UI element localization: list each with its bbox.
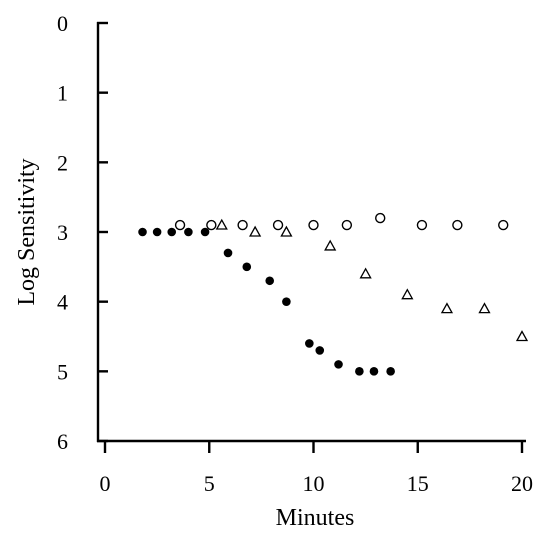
data-point-open-circle — [375, 212, 386, 224]
data-point-open-circle — [174, 219, 186, 231]
y-axis-title: Log Sensitivity — [14, 158, 40, 305]
data-point-filled-circle — [305, 339, 314, 348]
data-point-filled-circle — [355, 367, 364, 376]
data-point-open-circle — [206, 219, 217, 231]
data-points — [138, 212, 529, 376]
data-point-open-circle — [272, 219, 284, 231]
data-point-open-circle — [308, 219, 319, 231]
x-tick-label: 5 — [204, 471, 215, 496]
x-axis-title: Minutes — [276, 505, 355, 531]
data-point-filled-circle — [265, 276, 275, 286]
x-tick-label: 10 — [303, 471, 325, 496]
data-point-filled-circle — [386, 367, 395, 376]
y-tick-label: 5 — [57, 359, 68, 384]
data-point-open-triangle — [324, 239, 337, 251]
data-point-filled-circle — [138, 227, 147, 237]
x-tick-label: 20 — [511, 471, 533, 496]
data-point-filled-circle — [200, 227, 210, 237]
y-tick-label: 2 — [57, 150, 68, 175]
data-point-open-circle — [498, 219, 509, 231]
data-point-filled-circle — [334, 360, 343, 369]
y-tick-label: 0 — [57, 11, 68, 36]
x-tick-label: 15 — [407, 471, 429, 496]
y-tick-label: 1 — [57, 81, 68, 106]
data-point-filled-circle — [315, 346, 325, 355]
data-point-open-circle — [452, 219, 463, 231]
data-point-filled-circle — [369, 367, 379, 376]
data-point-open-triangle — [280, 225, 293, 237]
data-point-open-triangle — [401, 288, 414, 300]
y-tick-label: 3 — [57, 220, 68, 245]
data-point-open-circle — [341, 219, 353, 231]
data-point-open-triangle — [359, 267, 372, 279]
y-tick-label: 4 — [57, 290, 68, 315]
data-point-open-triangle — [515, 330, 529, 342]
data-point-filled-circle — [282, 297, 291, 306]
data-point-filled-circle — [167, 227, 177, 237]
data-point-open-triangle — [249, 225, 262, 237]
data-point-filled-circle — [152, 227, 162, 237]
data-point-filled-circle — [184, 227, 193, 237]
data-point-open-triangle — [440, 302, 454, 314]
y-tick-label: 6 — [57, 429, 68, 454]
data-point-open-triangle — [478, 302, 491, 314]
axes: 0 1 2 3 4 5 6 0 5 10 15 20 — [57, 11, 533, 496]
data-point-open-circle — [416, 219, 428, 231]
data-point-filled-circle — [223, 248, 233, 258]
data-point-filled-circle — [242, 262, 252, 272]
data-point-open-circle — [237, 219, 248, 231]
data-point-open-triangle — [215, 218, 228, 230]
x-tick-label: 0 — [100, 471, 111, 496]
